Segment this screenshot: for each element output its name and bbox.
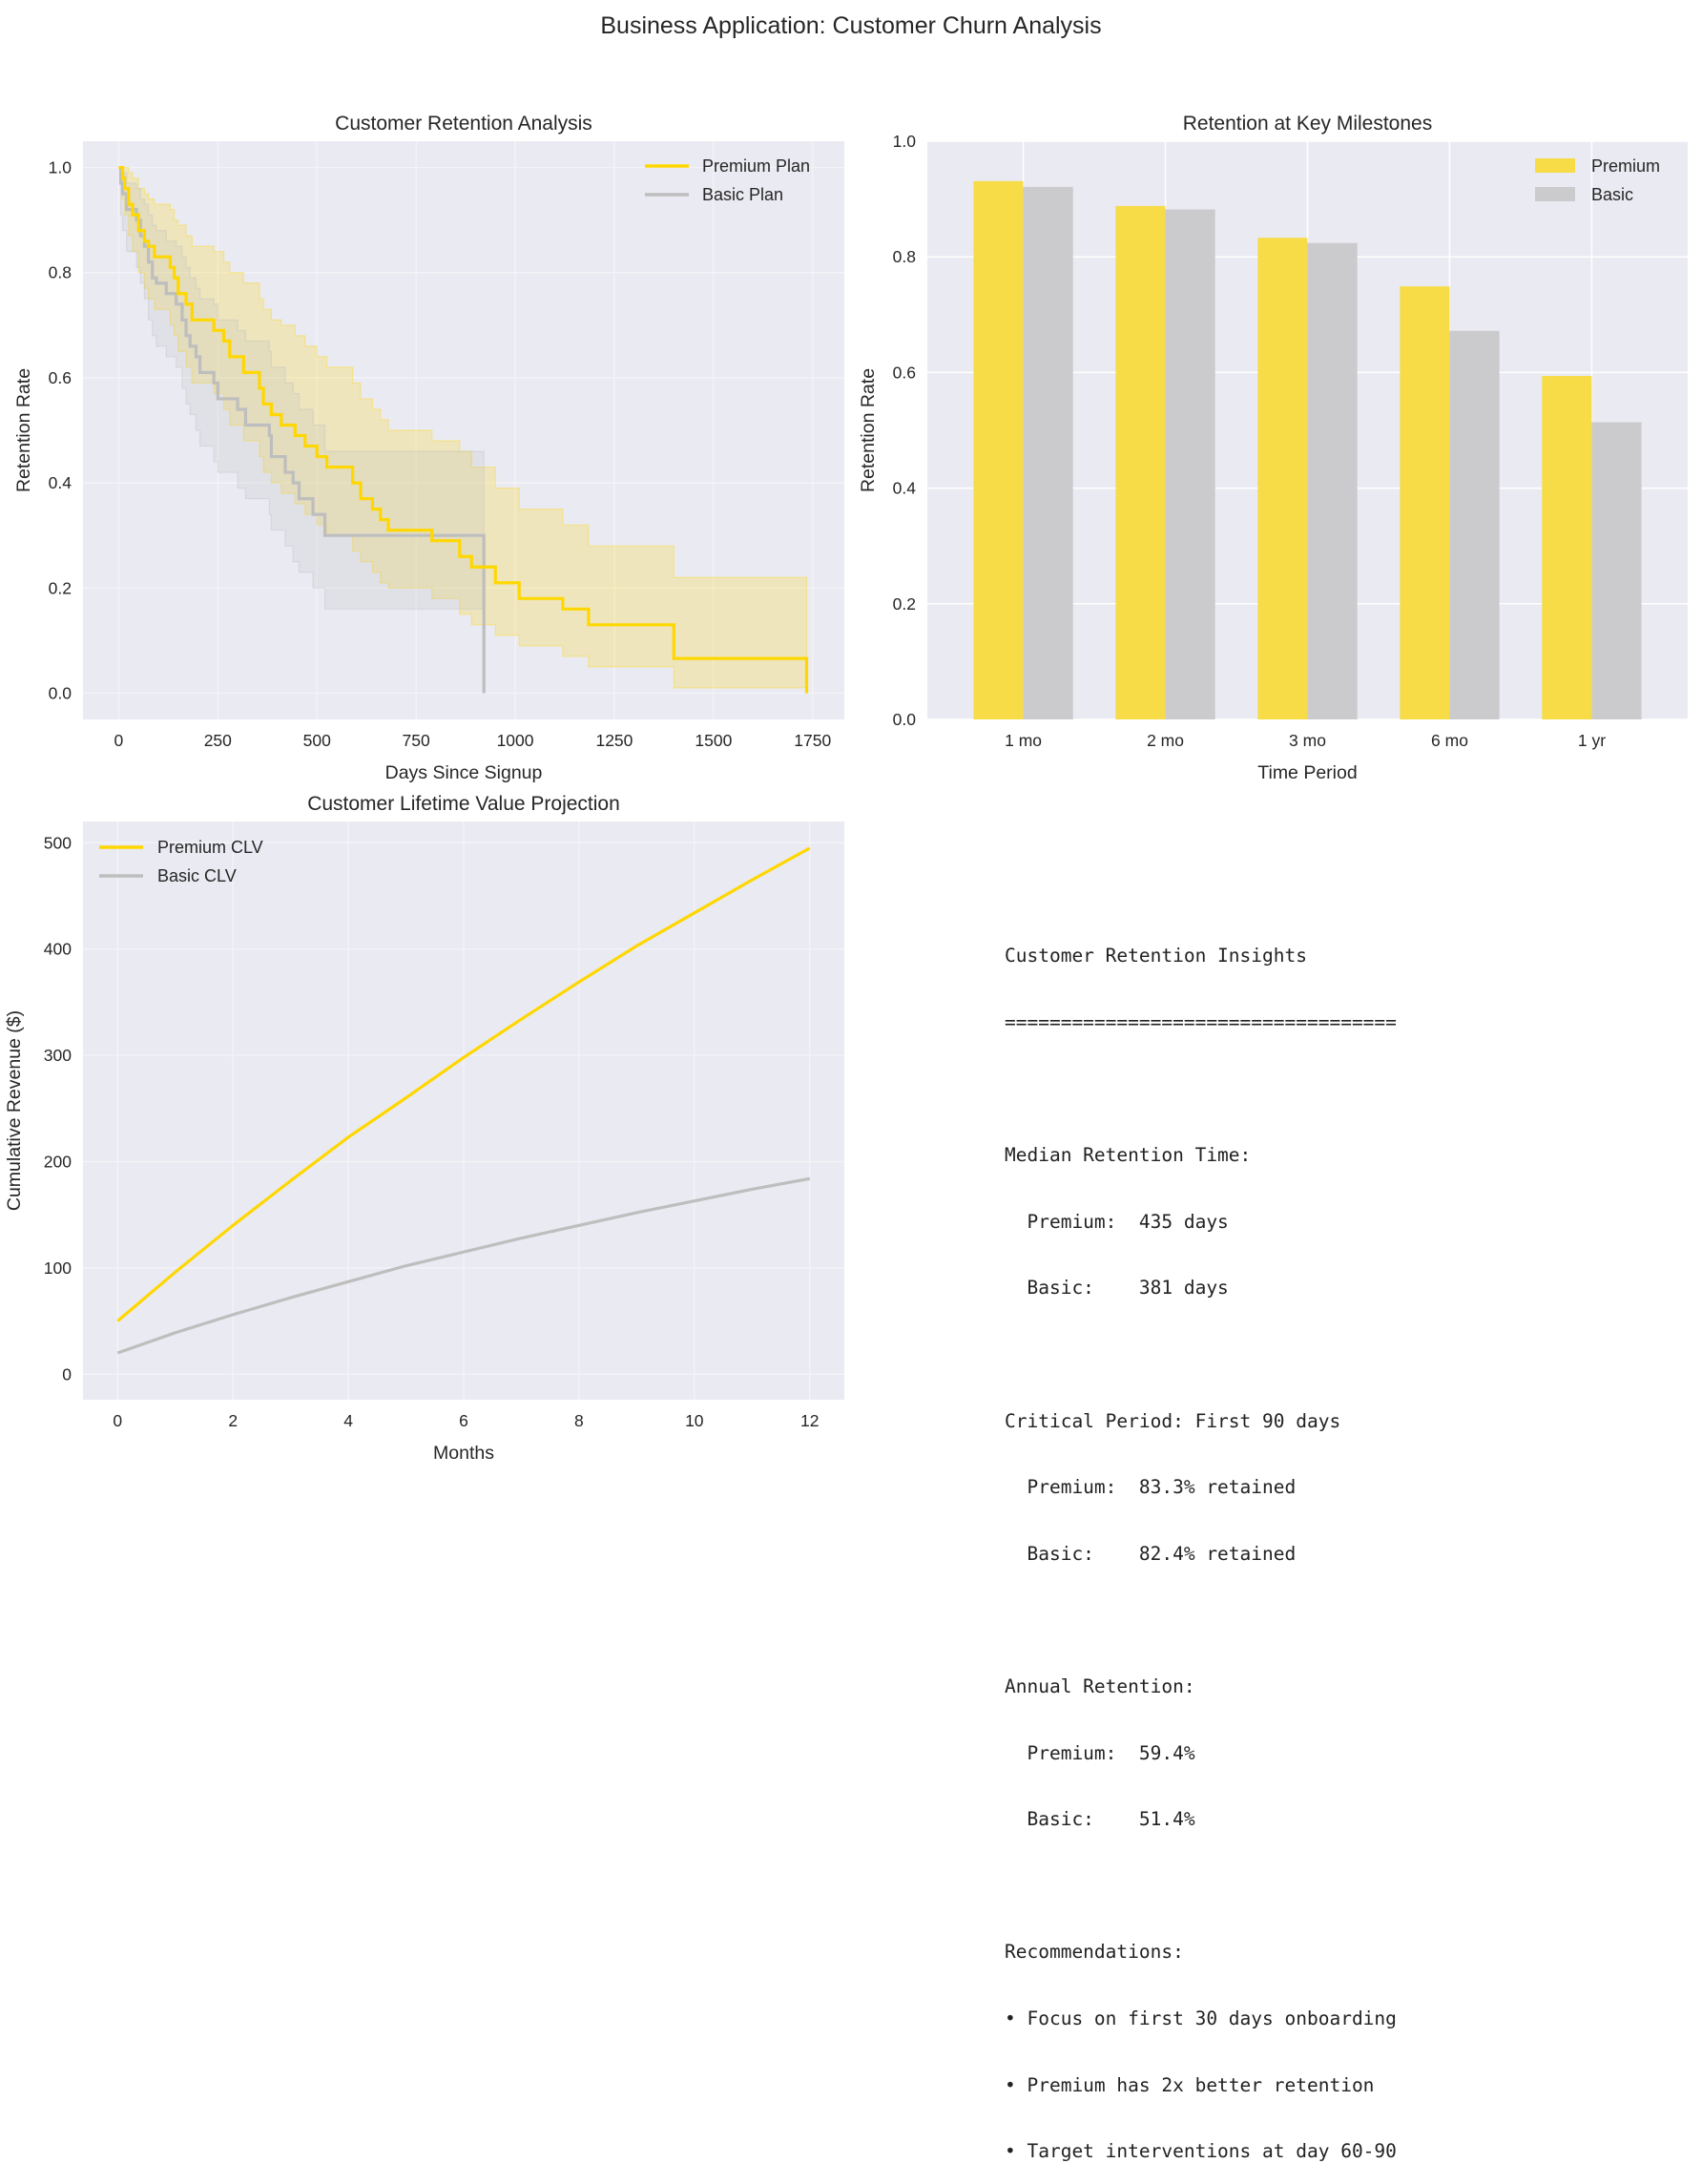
median-basic: Basic: 381 days xyxy=(1005,1277,1229,1300)
basic-clv-line xyxy=(116,1176,811,1355)
insights-blank xyxy=(1005,1875,1397,1897)
x-tick-label: 8 xyxy=(574,1411,584,1430)
insights-title: Customer Retention Insights xyxy=(1005,945,1307,967)
basic-bar xyxy=(1307,242,1358,719)
y-tick-label: 0.4 xyxy=(49,473,73,492)
critical-heading: Critical Period: First 90 days xyxy=(1005,1409,1341,1432)
premium-confidence-band xyxy=(118,166,808,689)
x-tick-label: 500 xyxy=(303,731,331,750)
legend-label: Basic xyxy=(1591,185,1633,204)
annual-premium: Premium: 59.4% xyxy=(1005,1741,1195,1764)
basic-survival-line xyxy=(118,165,486,694)
axes-title: Customer Retention Analysis xyxy=(335,113,592,135)
y-tick-label: 0 xyxy=(62,1364,72,1383)
figure-suptitle: Business Application: Customer Churn Ana… xyxy=(600,12,1101,39)
median-heading: Median Retention Time: xyxy=(1005,1144,1252,1167)
x-tick-label: 2 mo xyxy=(1147,731,1184,750)
legend-label: Premium Plan xyxy=(702,156,810,176)
insights-divider: =================================== xyxy=(1005,1011,1397,1033)
x-tick-label: 0 xyxy=(114,731,124,750)
y-tick-label: 500 xyxy=(44,833,72,852)
premium-bar xyxy=(973,180,1024,720)
recommendation-item: • Premium has 2x better retention xyxy=(1005,2073,1375,2096)
y-tick-label: 0.2 xyxy=(893,594,916,614)
premium-bar xyxy=(1542,376,1592,719)
legend-swatch xyxy=(1535,187,1575,201)
critical-premium: Premium: 83.3% retained xyxy=(1005,1476,1297,1499)
basic-bar xyxy=(1449,330,1500,719)
x-axis-label: Months xyxy=(433,1443,494,1464)
basic-bar xyxy=(1591,422,1642,719)
plot-area xyxy=(83,141,844,719)
y-tick-label: 400 xyxy=(44,940,72,959)
premium-bar xyxy=(1400,286,1450,719)
x-tick-label: 1 mo xyxy=(1005,731,1042,750)
y-tick-label: 0.0 xyxy=(893,710,917,729)
basic-bar xyxy=(1023,186,1073,719)
x-tick-label: 12 xyxy=(800,1411,819,1430)
figure: Business Application: Customer Churn Ana… xyxy=(4,12,1688,1464)
x-axis-label: Time Period xyxy=(1257,762,1357,783)
legend-label: Premium CLV xyxy=(157,838,263,857)
x-tick-label: 0 xyxy=(113,1411,122,1430)
x-tick-label: 1500 xyxy=(695,731,732,750)
x-tick-label: 1250 xyxy=(595,731,633,750)
x-tick-label: 3 mo xyxy=(1289,731,1326,750)
x-axis-label: Days Since Signup xyxy=(385,762,543,783)
x-tick-label: 10 xyxy=(685,1411,704,1430)
legend-swatch xyxy=(1535,158,1575,173)
y-tick-label: 300 xyxy=(44,1046,72,1065)
premium-bar xyxy=(1115,205,1166,719)
y-tick-label: 1.0 xyxy=(49,158,73,177)
x-tick-label: 1000 xyxy=(497,731,534,750)
y-tick-label: 200 xyxy=(44,1152,72,1171)
premium-clv-line xyxy=(116,846,811,1322)
basic-bar xyxy=(1165,209,1215,719)
y-axis-label: Retention Rate xyxy=(858,368,879,492)
y-tick-label: 0.8 xyxy=(49,263,72,282)
x-tick-label: 750 xyxy=(403,731,430,750)
retention-km-chart: Customer Retention Analysis Days Since Si… xyxy=(13,113,844,783)
axes-title: Retention at Key Milestones xyxy=(1183,113,1432,135)
x-tick-label: 1750 xyxy=(794,731,831,750)
x-tick-label: 6 mo xyxy=(1431,731,1468,750)
x-tick-label: 4 xyxy=(343,1411,353,1430)
median-premium: Premium: 435 days xyxy=(1005,1210,1229,1233)
x-tick-label: 6 xyxy=(459,1411,468,1430)
y-axis-label: Retention Rate xyxy=(13,368,34,492)
x-tick-label: 2 xyxy=(228,1411,238,1430)
legend-label: Basic Plan xyxy=(702,185,783,204)
legend-label: Basic CLV xyxy=(157,866,237,885)
premium-survival-line xyxy=(118,165,809,694)
insights-panel: Customer Retention Insights ============… xyxy=(1005,901,1397,2184)
y-tick-label: 0.8 xyxy=(893,247,916,266)
recommendation-item: • Target interventions at day 60-90 xyxy=(1005,2140,1397,2163)
annual-basic: Basic: 51.4% xyxy=(1005,1808,1195,1831)
legend-label: Premium xyxy=(1591,156,1660,176)
y-tick-label: 0.0 xyxy=(49,683,73,702)
recommendations-heading: Recommendations: xyxy=(1005,1941,1184,1964)
insights-blank xyxy=(1005,1343,1397,1365)
recommendation-item: • Focus on first 30 days onboarding xyxy=(1005,2007,1397,2029)
critical-basic: Basic: 82.4% retained xyxy=(1005,1542,1297,1565)
x-tick-label: 1 yr xyxy=(1578,731,1606,750)
y-tick-label: 0.4 xyxy=(893,479,917,498)
insights-blank xyxy=(1005,1078,1397,1100)
y-tick-label: 0.2 xyxy=(49,578,72,597)
y-tick-label: 100 xyxy=(44,1258,72,1278)
premium-bar xyxy=(1257,238,1308,719)
annual-heading: Annual Retention: xyxy=(1005,1674,1195,1697)
y-tick-label: 0.6 xyxy=(49,368,72,387)
insights-blank xyxy=(1005,1609,1397,1631)
clv-projection-chart: Customer Lifetime Value Projection Months… xyxy=(4,793,844,1464)
milestone-bar-chart: Retention at Key Milestones Time Period Re… xyxy=(858,113,1688,783)
y-axis-label: Cumulative Revenue ($) xyxy=(4,1010,25,1211)
x-tick-label: 250 xyxy=(204,731,232,750)
axes-title: Customer Lifetime Value Projection xyxy=(307,793,620,815)
y-tick-label: 0.6 xyxy=(893,363,916,382)
y-tick-label: 1.0 xyxy=(893,132,917,151)
